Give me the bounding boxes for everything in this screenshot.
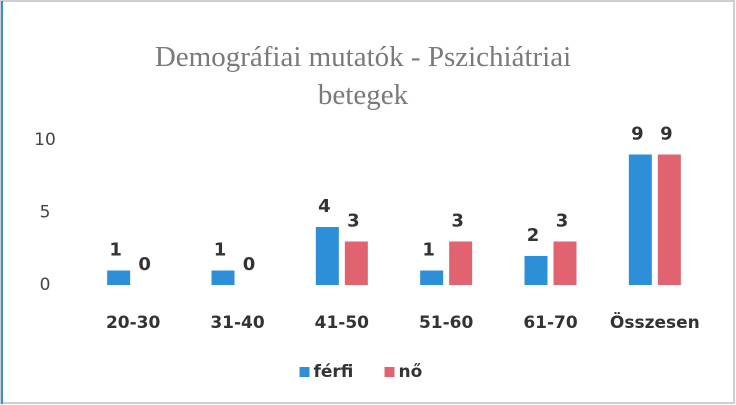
chart-title: Demográfiai mutatók - Pszichiátriai bete… [154,41,572,111]
bar [107,270,131,285]
value-label: 3 [347,211,360,232]
value-label: 9 [660,124,673,145]
bar [628,154,652,285]
bar [211,270,235,285]
y-tick-label: 10 [34,130,56,150]
value-label: 0 [138,254,151,275]
value-label: 9 [631,124,644,145]
legend-label: férfi [314,362,354,382]
x-tick-label: 31-40 [210,313,265,333]
x-tick-label: 51-60 [419,313,474,333]
legend-label: nő [399,362,423,382]
y-tick-label: 0 [40,275,51,295]
legend-swatch [384,367,395,377]
bar [553,241,577,285]
value-label: 0 [243,254,256,275]
bar [524,256,548,285]
bar [344,241,368,285]
bar [449,241,473,285]
bar [315,227,339,285]
y-tick-label: 5 [40,203,51,223]
value-label: 3 [556,211,569,232]
x-tick-label: Összesen [610,311,700,333]
legend-swatch [299,367,310,377]
value-label: 1 [109,240,122,261]
value-label: 1 [422,240,435,261]
value-label: 4 [318,196,331,217]
x-tick-label: 41-50 [315,313,370,333]
x-tick-label: 20-30 [106,313,161,333]
value-label: 2 [527,225,540,246]
x-tick-label: 61-70 [523,313,578,333]
value-label: 1 [214,240,227,261]
bar [420,270,444,285]
value-label: 3 [451,211,464,232]
bar [657,154,681,285]
